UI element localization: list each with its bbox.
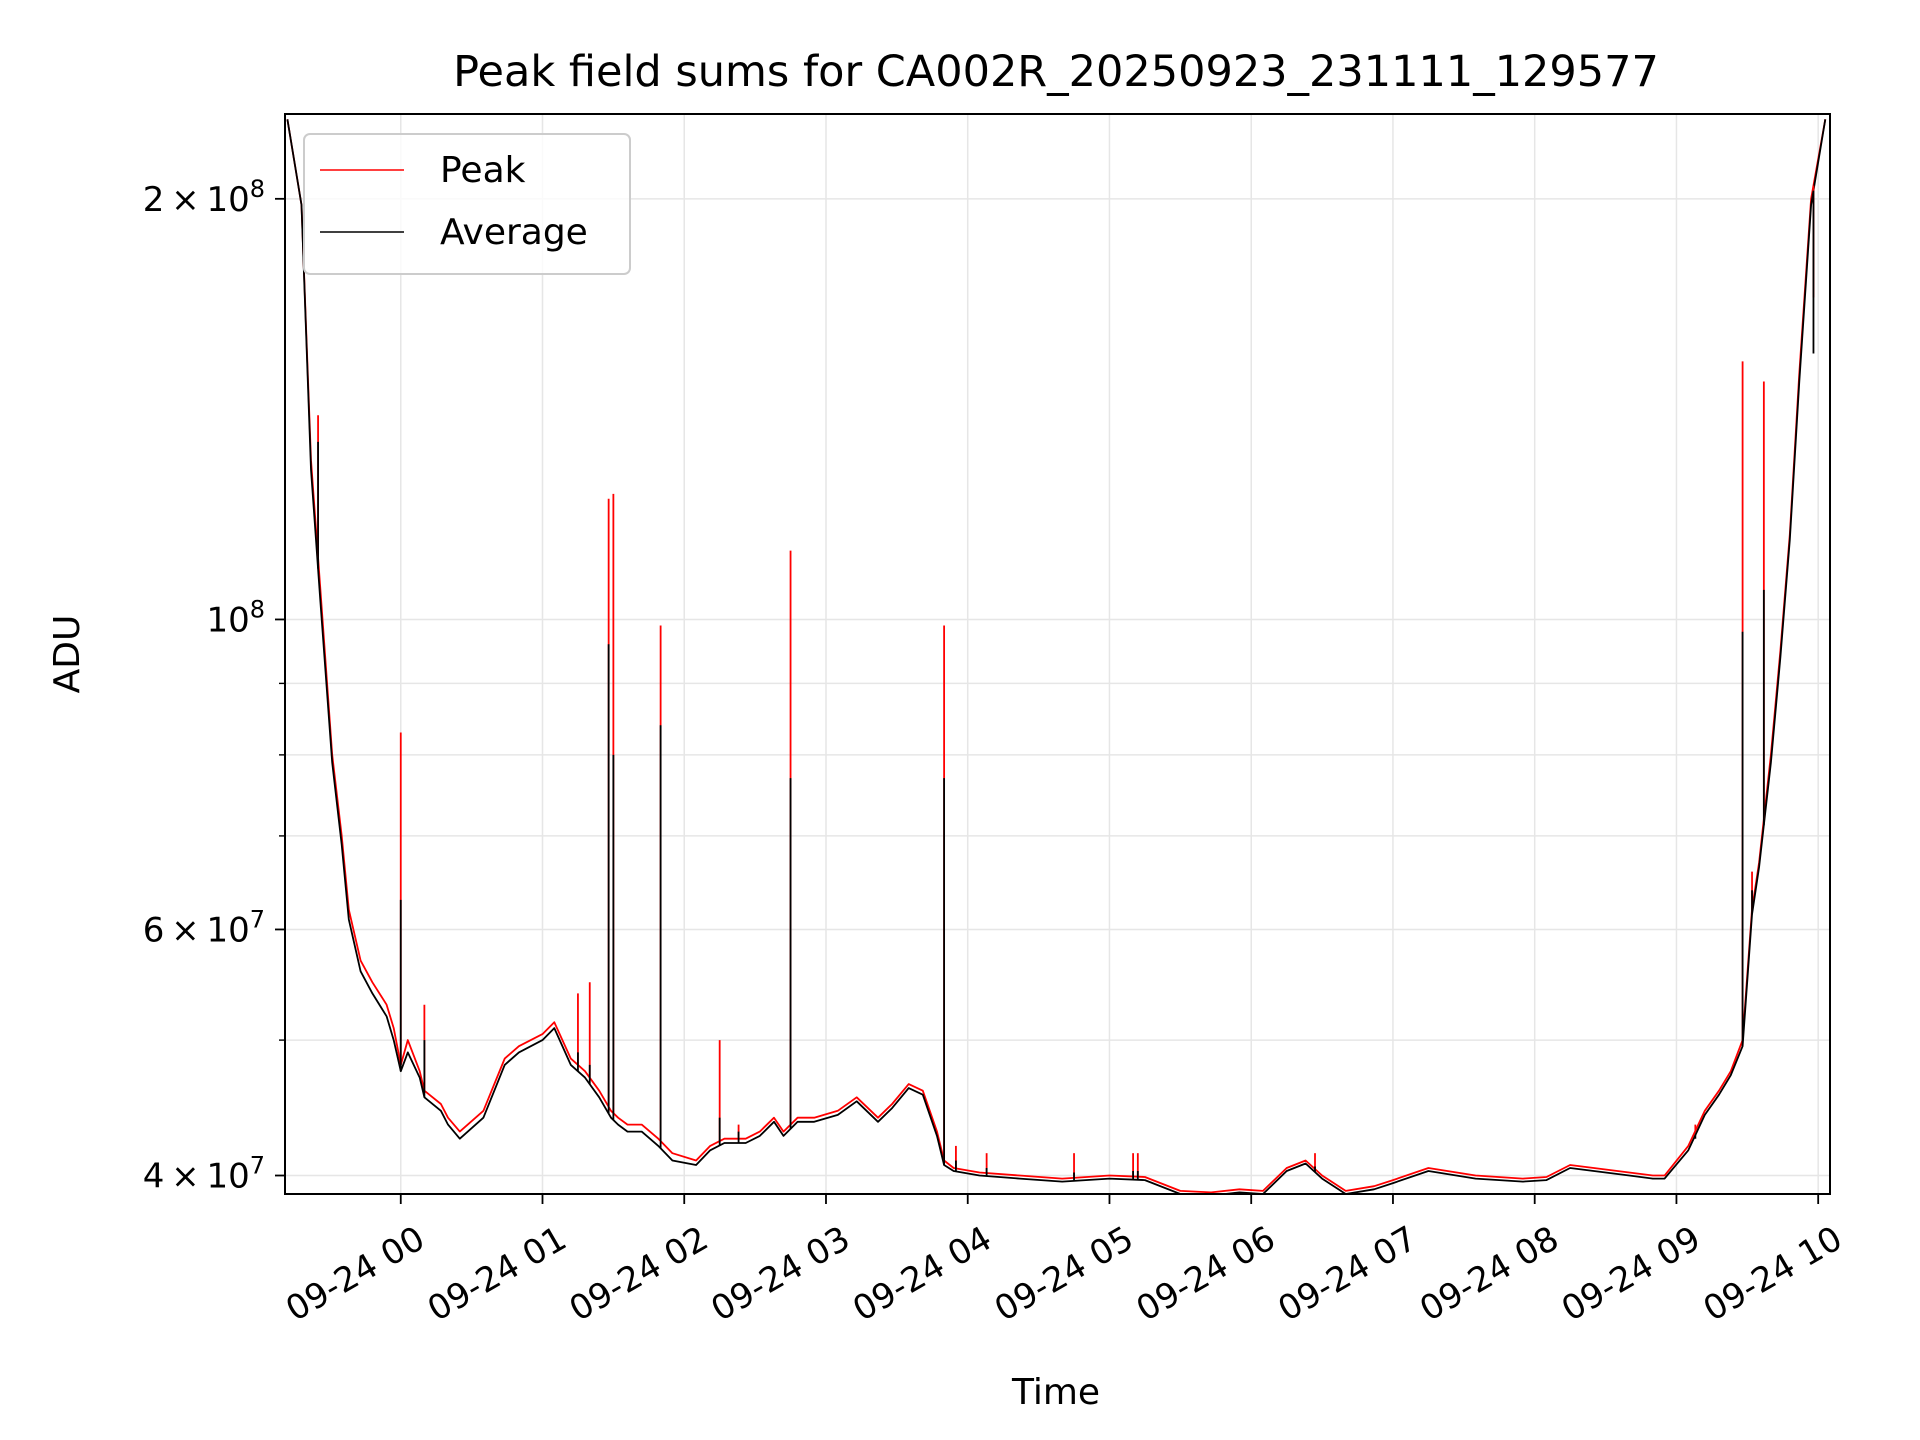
grid	[285, 114, 1830, 1194]
y-tick-label: 108	[206, 595, 265, 640]
series-line-peak	[286, 119, 1827, 1194]
plot-area	[286, 119, 1827, 1194]
legend-label-average: Average	[440, 212, 588, 253]
x-axis-title: Time	[1011, 1372, 1100, 1413]
y-axis-title: ADU	[47, 615, 88, 694]
y-tick-label: 4 × 107	[143, 1152, 265, 1197]
legend: Peak Average	[303, 133, 631, 275]
y-axis: 4 × 107 6 × 107 108 2 × 108	[143, 175, 285, 1197]
legend-box	[303, 133, 631, 275]
chart-title: Peak field sums for CA002R_20250923_2311…	[453, 47, 1659, 97]
plot-frame	[284, 113, 1831, 1195]
y-tick-label: 2 × 108	[143, 175, 265, 220]
legend-label-peak: Peak	[440, 150, 526, 191]
series-line-average	[286, 119, 1827, 1194]
y-tick-label: 6 × 107	[143, 905, 265, 950]
